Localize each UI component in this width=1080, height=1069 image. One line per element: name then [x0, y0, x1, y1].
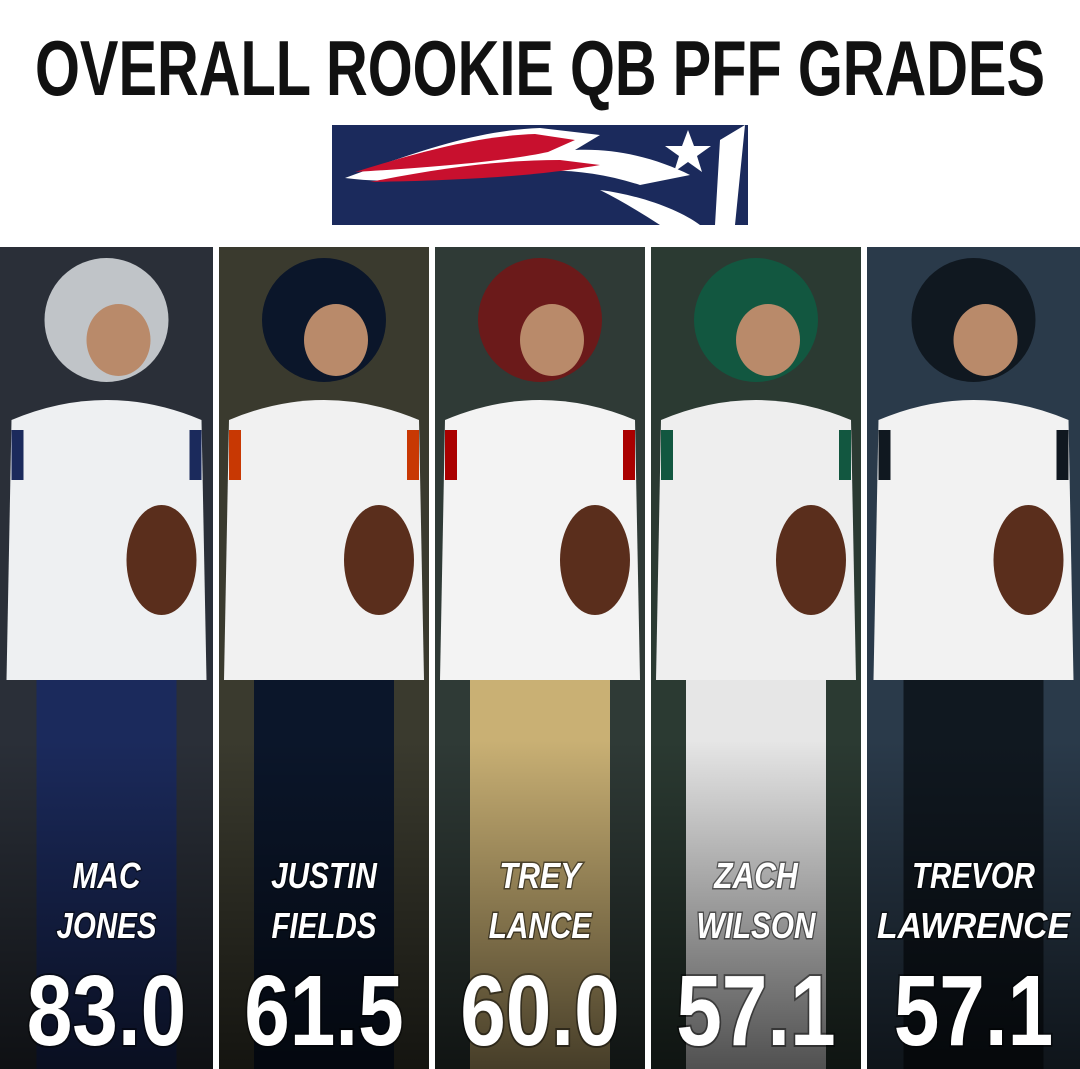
- player-card: ZACH WILSON 57.1: [651, 247, 861, 1069]
- first-name: TREVOR: [912, 855, 1035, 896]
- last-name: LANCE: [489, 905, 592, 946]
- grade: 61.5: [244, 955, 404, 1067]
- last-name: WILSON: [697, 905, 817, 946]
- last-name: FIELDS: [272, 905, 377, 946]
- first-name: ZACH: [713, 855, 798, 896]
- first-name: JUSTIN: [271, 855, 378, 896]
- grade: 60.0: [460, 955, 620, 1067]
- panel-shade: [867, 247, 1080, 1069]
- title: OVERALL ROOKIE QB PFF GRADES: [35, 24, 1045, 112]
- first-name: TREY: [499, 855, 583, 896]
- player-card: TREVOR LAWRENCE 57.1: [867, 247, 1080, 1069]
- player-card: JUSTIN FIELDS 61.5: [219, 247, 429, 1069]
- grade: 83.0: [27, 955, 187, 1067]
- panel-shade: [435, 247, 645, 1069]
- panel-shade: [219, 247, 429, 1069]
- team-logo: [332, 125, 748, 225]
- first-name: MAC: [72, 855, 141, 896]
- panel-shade: [0, 247, 213, 1069]
- last-name: LAWRENCE: [877, 905, 1071, 946]
- last-name: JONES: [56, 905, 156, 946]
- player-panels: MAC JONES 83.0 JUSTIN FIELDS 61.5 TREY LANCE 60.…: [0, 247, 1080, 1069]
- grade: 57.1: [676, 955, 836, 1067]
- panel-shade: [651, 247, 861, 1069]
- player-card: TREY LANCE 60.0: [435, 247, 645, 1069]
- player-card: MAC JONES 83.0: [0, 247, 213, 1069]
- grade: 57.1: [894, 955, 1054, 1067]
